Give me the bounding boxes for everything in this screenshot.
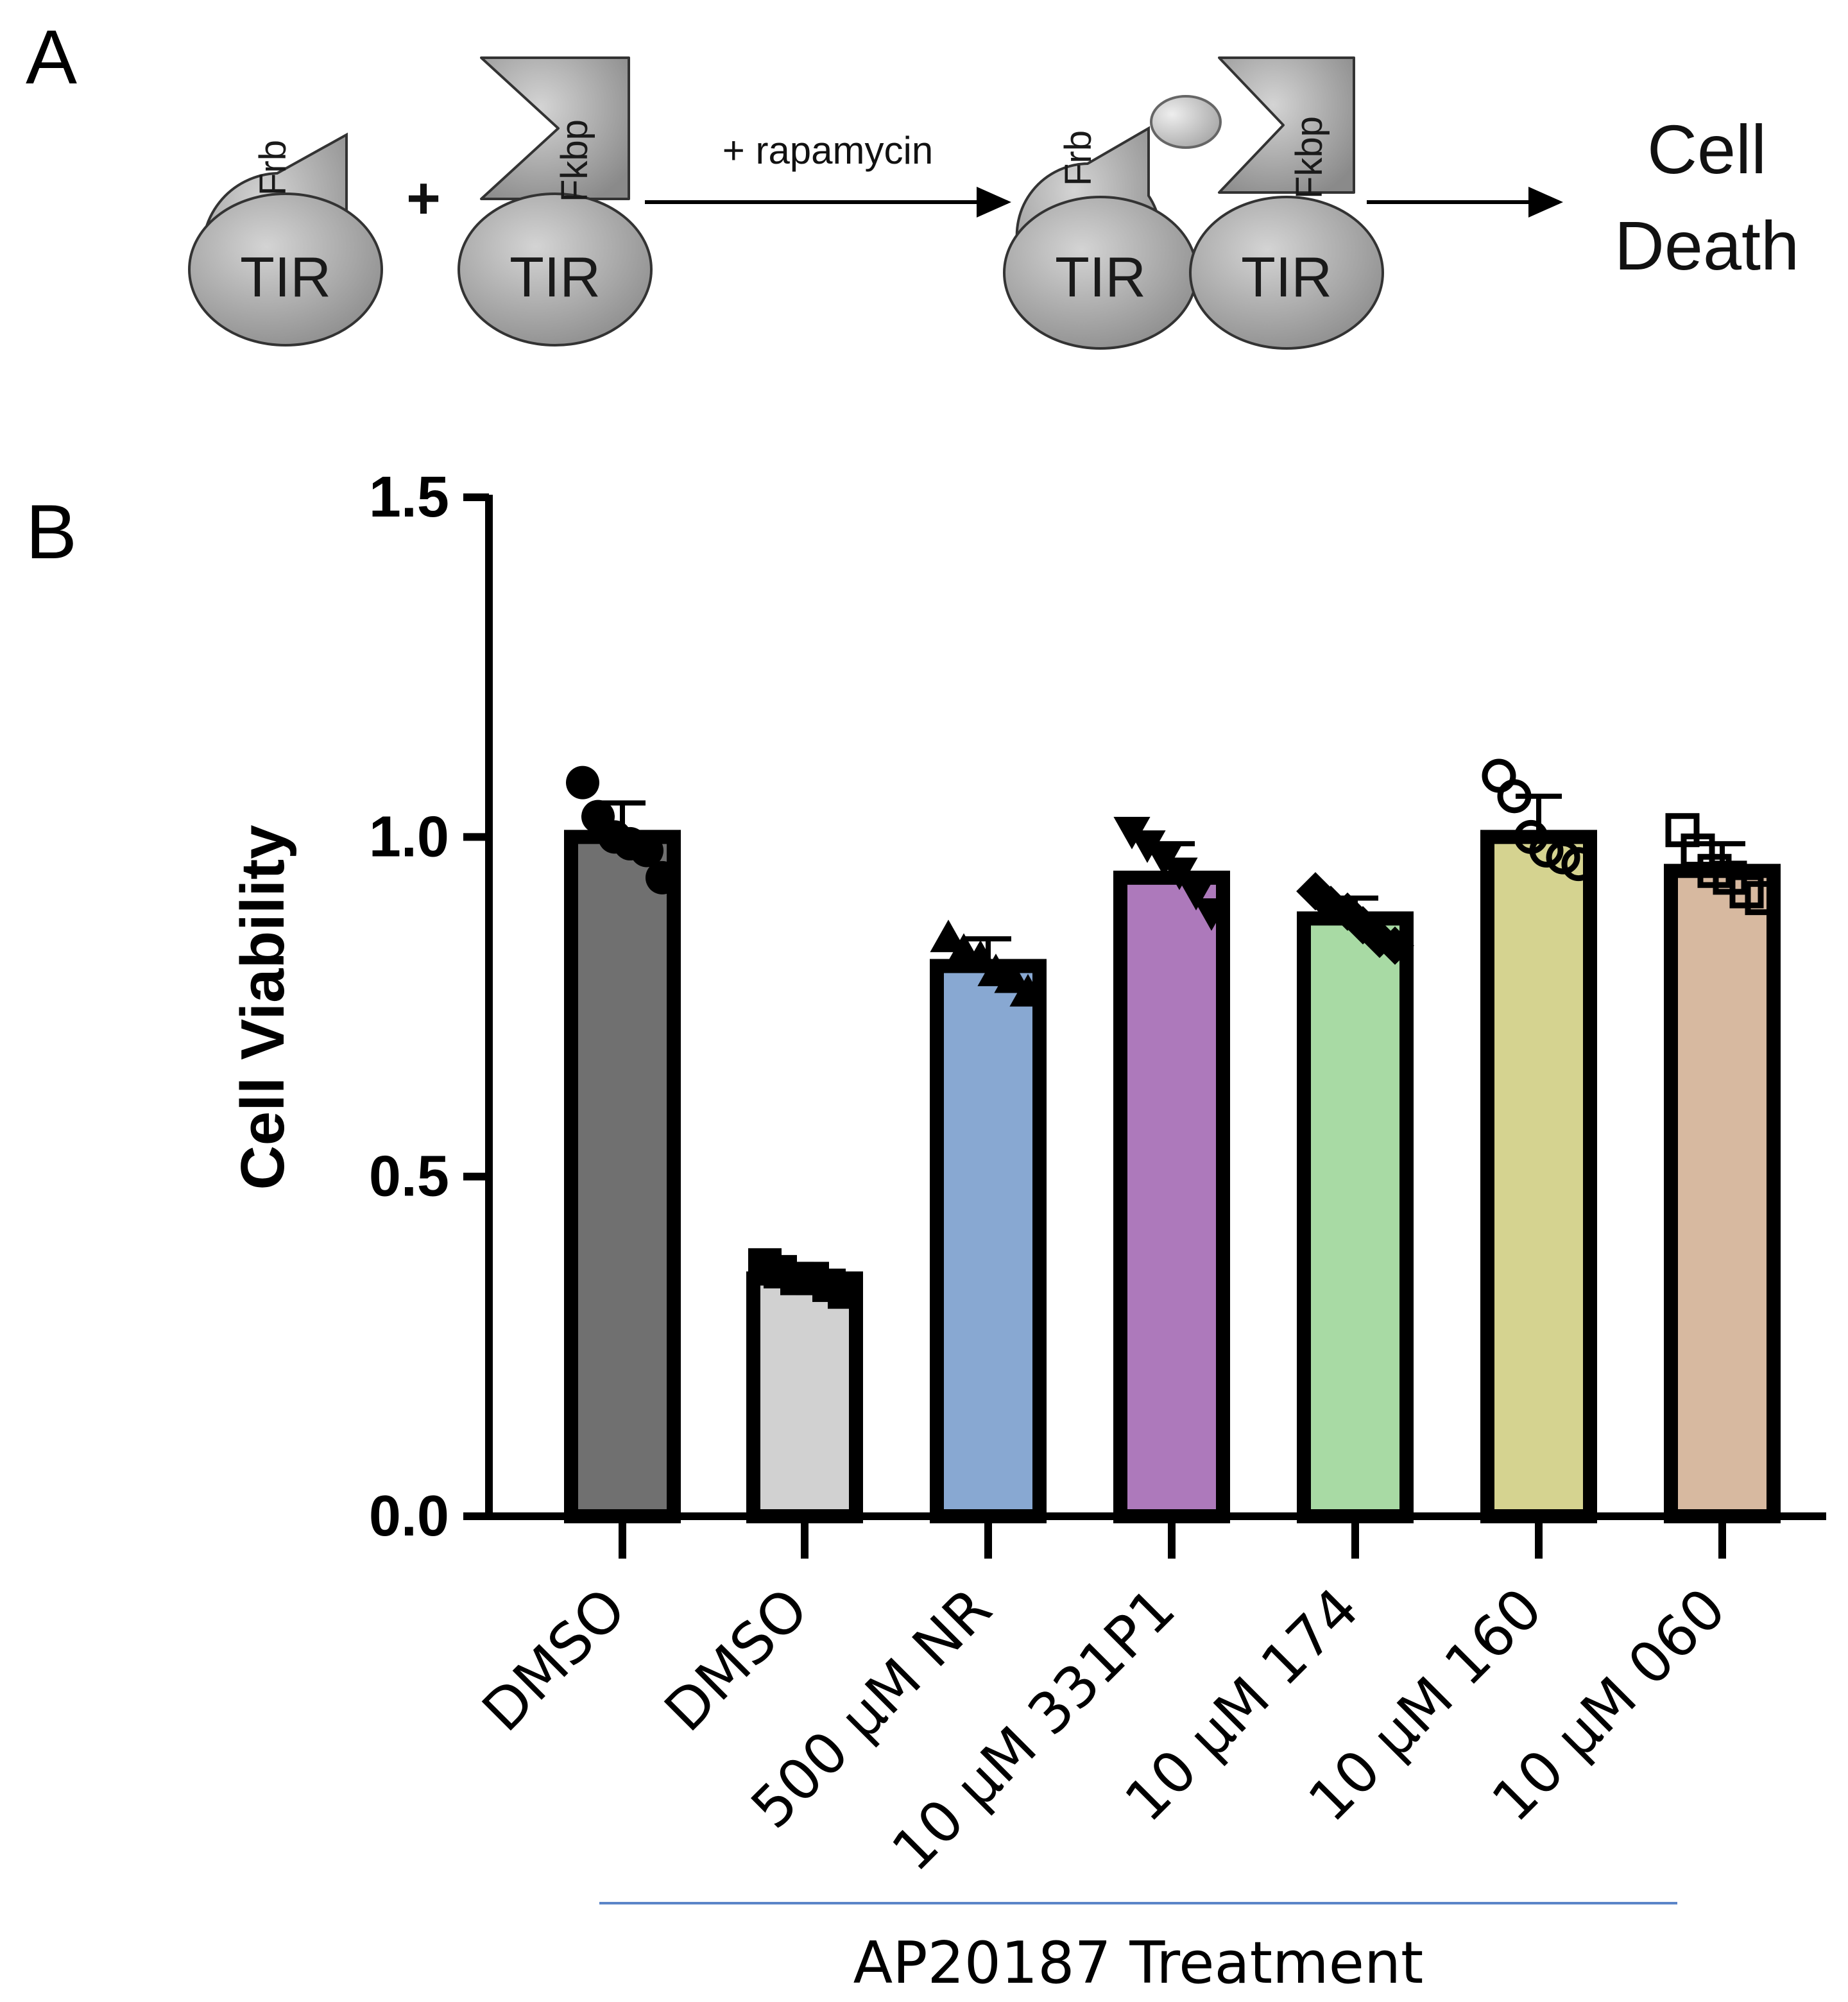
data-point [828,1275,861,1309]
y-tick-label: 0.5 [369,1145,449,1209]
tir-labels: TIR TIR TIR TIR [240,245,1332,309]
frb-label: Frb [252,140,294,196]
tir-label: TIR [1055,245,1146,309]
data-point [994,960,1031,993]
data-point [1497,779,1532,814]
dimer-complex [1003,56,1384,350]
bar [1113,870,1230,1524]
data-point [1161,857,1198,891]
data-point [1312,886,1350,925]
data-point [1193,898,1230,931]
panel-b-label: B [26,489,77,575]
data-point [1745,881,1779,916]
frb-tir-construct [188,132,383,346]
data-point [646,860,679,894]
tir-domain-shape [458,193,653,346]
data-point [566,766,599,800]
bar [564,830,681,1523]
x-axis-label: AP20187 Treatment [853,1929,1424,1997]
panel-a-label: A [26,14,77,100]
rapamycin-molecule [1150,95,1222,149]
data-point [630,834,663,868]
schematic-diagram [188,56,1384,350]
data-point [1529,834,1564,868]
x-tick-label: DMSO [652,1575,821,1744]
tir-label: TIR [1241,245,1332,309]
data-point [962,939,999,973]
data-point [930,920,967,952]
data-point [1009,973,1047,1007]
bar [1480,830,1597,1523]
fkbp-domain-shape [1218,56,1355,194]
bar [1664,864,1781,1524]
tir-label: TIR [509,245,601,309]
y-tick-label: 0.0 [369,1484,449,1548]
data-point [1561,847,1596,882]
data-point [1177,878,1215,911]
y-tick-label: 1.0 [369,805,449,869]
schematic-labels: Frb Fkbp Frb Fkbp [252,116,1330,202]
data-point [1296,872,1335,911]
tir-domain-shape [1189,196,1384,350]
cell-death-label-line2: Death [1614,207,1799,284]
bar [746,1271,863,1523]
fkbp-label: Fkbp [1288,116,1330,199]
plus-sign: + [406,166,441,231]
y-tick-label: 1.5 [369,465,449,529]
data-point [1328,892,1367,931]
y-axis-label: Cell Viability [228,825,297,1190]
bar [930,959,1047,1523]
data-point [1546,840,1580,875]
cell-death-label-line1: Cell [1647,110,1767,188]
tir-label: TIR [240,245,331,309]
fkbp-label: Fkbp [554,119,595,202]
bar [1297,911,1414,1523]
data-point [1376,926,1414,965]
data-point [1344,906,1382,945]
tir-domain-shape [188,193,383,346]
fkbp-tir-construct [458,56,653,346]
x-tick-label: DMSO [470,1575,638,1744]
rapamycin-label: + rapamycin [723,129,933,172]
frb-label: Frb [1057,130,1099,186]
